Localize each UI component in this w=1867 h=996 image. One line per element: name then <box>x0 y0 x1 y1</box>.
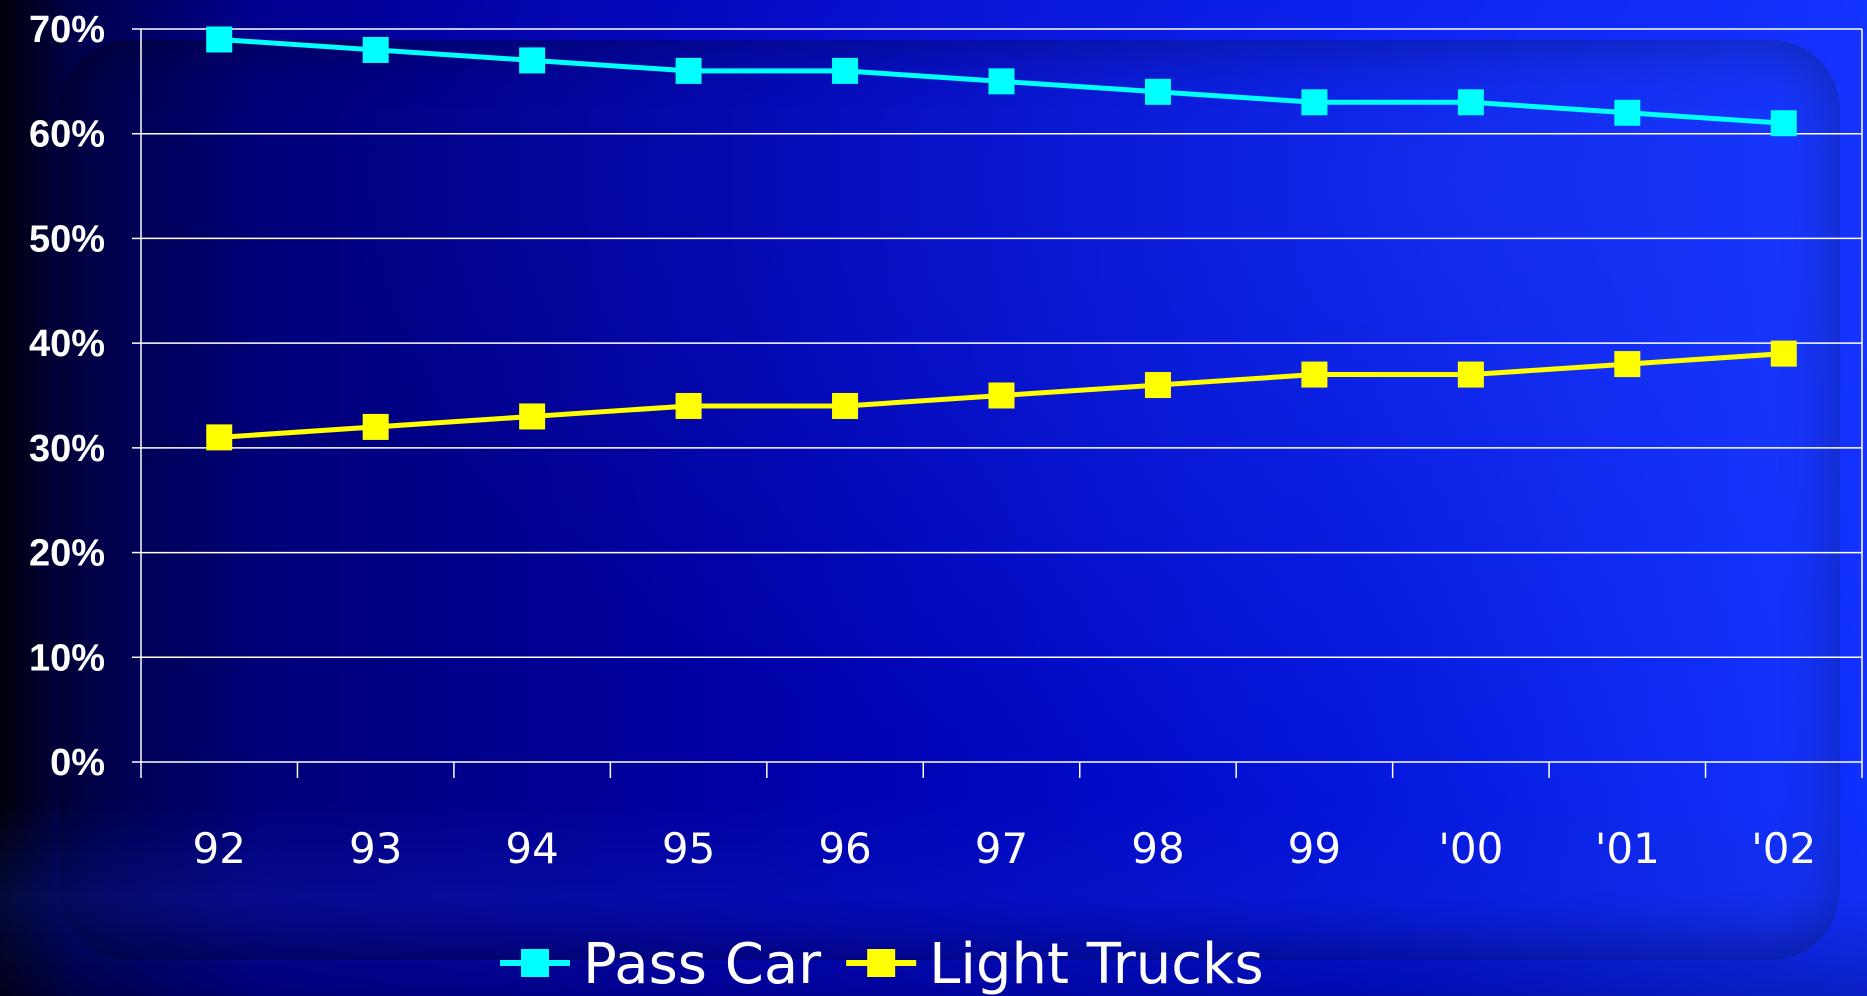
data-point-marker <box>1301 361 1328 388</box>
gridlines <box>141 28 1862 659</box>
data-point-marker <box>519 47 546 74</box>
data-point-marker <box>832 392 859 419</box>
x-tick-label: 97 <box>975 824 1028 873</box>
data-point-marker <box>362 36 389 63</box>
data-point-marker <box>1457 361 1484 388</box>
y-tick-label: 40% <box>29 323 105 365</box>
data-point-marker <box>1770 340 1797 367</box>
data-point-marker <box>1614 99 1641 126</box>
x-tick-label: 92 <box>193 824 246 873</box>
data-point-marker <box>832 57 859 84</box>
data-point-marker <box>988 382 1015 409</box>
x-tick-label: 99 <box>1288 824 1341 873</box>
legend-marker-1 <box>867 949 896 977</box>
axes <box>132 28 1863 778</box>
legend-label-1: Light Trucks <box>929 932 1263 996</box>
data-point-marker <box>1301 89 1328 116</box>
y-tick-label: 30% <box>29 428 105 470</box>
x-tick-label: 98 <box>1131 824 1184 873</box>
legend-marker-0 <box>521 949 549 977</box>
y-tick-label: 10% <box>29 637 105 679</box>
data-point-marker <box>1144 372 1171 399</box>
x-tick-label: 93 <box>349 824 402 873</box>
x-tick-label: '01 <box>1595 824 1660 873</box>
data-point-marker <box>362 413 389 440</box>
y-tick-label: 0% <box>50 742 105 784</box>
slide-background-panel <box>60 40 1840 960</box>
y-tick-label: 50% <box>29 218 105 260</box>
x-tick-label: 95 <box>662 824 715 873</box>
series-lines <box>206 26 1797 451</box>
x-tick-label: '02 <box>1751 824 1816 873</box>
data-point-marker <box>206 424 233 451</box>
x-tick-label: 94 <box>505 824 558 873</box>
data-point-marker <box>1614 351 1641 378</box>
x-tick-label: 96 <box>818 824 871 873</box>
data-point-marker <box>988 68 1015 95</box>
data-point-marker <box>206 26 233 53</box>
y-tick-label: 60% <box>29 114 105 156</box>
data-point-marker <box>1144 78 1171 105</box>
legend-label-0: Pass Car <box>583 932 822 996</box>
slide-background-band <box>0 800 1867 996</box>
y-axis-tick-labels: 0% 10% 20% 30% 40% 50% 60% 70% <box>29 9 105 784</box>
data-point-marker <box>1457 89 1484 116</box>
x-tick-label: '00 <box>1438 824 1503 873</box>
data-point-marker <box>1770 110 1797 137</box>
x-axis-tick-labels: 92 93 94 95 96 97 98 99 '00 '01 '02 <box>193 824 1817 873</box>
data-point-marker <box>675 392 702 419</box>
data-point-marker <box>675 57 702 84</box>
legend: Pass Car Light Trucks <box>500 932 1264 996</box>
data-point-marker <box>519 403 546 430</box>
y-tick-label: 70% <box>29 9 105 51</box>
y-tick-label: 20% <box>29 533 105 575</box>
